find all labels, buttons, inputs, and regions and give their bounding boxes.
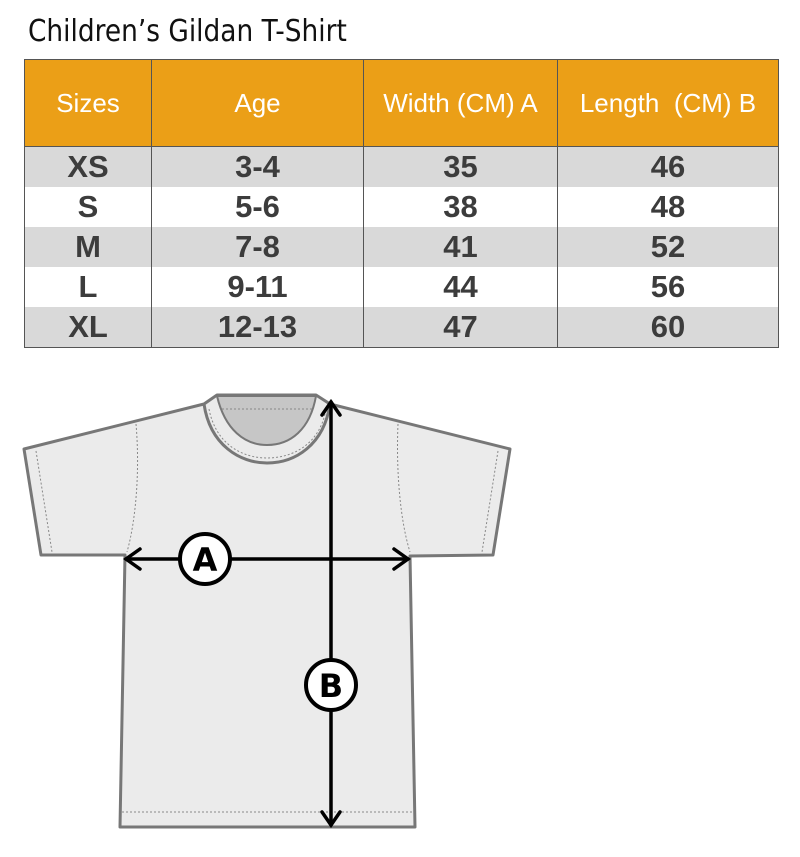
cell-age: 5-6	[151, 187, 364, 227]
cell-length: 48	[557, 187, 779, 227]
table-row: L 9-11 44 56	[24, 267, 779, 307]
header-sizes: Sizes	[24, 59, 152, 147]
cell-size: XL	[24, 307, 152, 348]
label-b-badge: B	[304, 658, 358, 712]
cell-size: M	[24, 227, 152, 267]
width-arrow	[122, 547, 412, 571]
length-arrow	[320, 398, 342, 829]
cell-width: 38	[363, 187, 558, 227]
cell-length: 46	[557, 146, 779, 187]
table-row: S 5-6 38 48	[24, 187, 779, 227]
size-chart-table: Sizes Age Width (CM) A Length (CM) B XS …	[24, 59, 779, 348]
cell-age: 9-11	[151, 267, 364, 307]
seam-stitching	[35, 408, 499, 813]
cell-length: 56	[557, 267, 779, 307]
cell-width: 44	[363, 267, 558, 307]
label-a-badge: A	[178, 532, 232, 586]
header-age: Age	[151, 59, 364, 147]
cell-size: L	[24, 267, 152, 307]
cell-age: 12-13	[151, 307, 364, 348]
cell-width: 47	[363, 307, 558, 348]
label-b: B	[319, 667, 343, 705]
cell-length: 60	[557, 307, 779, 348]
cell-width: 35	[363, 146, 558, 187]
table-row: XS 3-4 35 46	[24, 146, 779, 187]
header-length: Length (CM) B	[557, 59, 779, 147]
header-width: Width (CM) A	[363, 59, 558, 147]
cell-width: 41	[363, 227, 558, 267]
page-title: Children’s Gildan T-Shirt	[28, 14, 347, 49]
table-row: M 7-8 41 52	[24, 227, 779, 267]
tshirt-outline	[22, 393, 512, 829]
cell-age: 7-8	[151, 227, 364, 267]
table-row: XL 12-13 47 60	[24, 307, 779, 348]
cell-size: S	[24, 187, 152, 227]
cell-size: XS	[24, 146, 152, 187]
table-header-row: Sizes Age Width (CM) A Length (CM) B	[24, 59, 779, 147]
cell-age: 3-4	[151, 146, 364, 187]
label-a: A	[193, 541, 218, 579]
cell-length: 52	[557, 227, 779, 267]
